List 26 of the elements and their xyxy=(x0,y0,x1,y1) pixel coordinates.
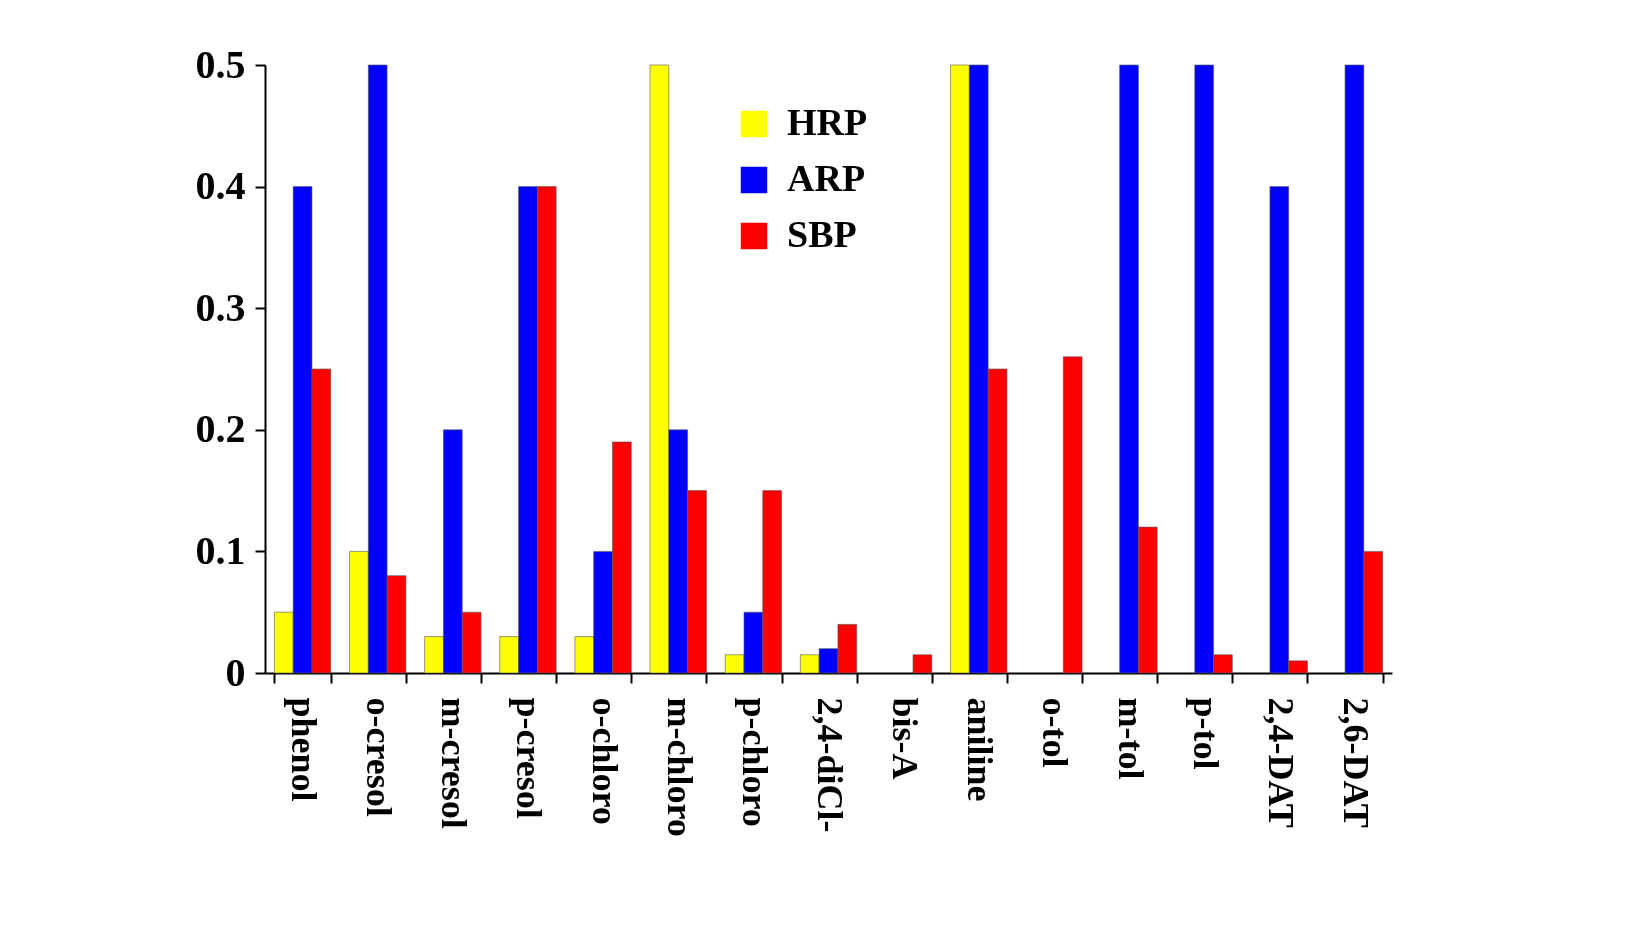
x-tick-label: o-tol xyxy=(1035,697,1076,768)
bar xyxy=(1062,356,1083,674)
x-tick-label: 2,6-DAT xyxy=(1335,697,1376,828)
x-tick-label: m-tol xyxy=(1110,697,1151,780)
x-tick-label: aniline xyxy=(960,697,1001,802)
bar xyxy=(912,654,933,674)
y-tick-label: 0.2 xyxy=(195,406,246,452)
x-tick-label: 2,4-DAT xyxy=(1260,697,1301,828)
y-tick-label: 0.3 xyxy=(195,284,246,330)
x-tick-label: p-chloro xyxy=(734,697,775,827)
x-tick-label: 2,4-diCl- xyxy=(810,697,850,833)
legend-label: ARP xyxy=(787,157,866,199)
legend-label: SBP xyxy=(787,213,857,255)
y-tick-label: 0.1 xyxy=(195,527,246,573)
y-tick-label: 0 xyxy=(225,649,246,695)
y-tick-label: 0.5 xyxy=(195,41,246,87)
x-tick-label: p-tol xyxy=(1185,697,1226,770)
x-tick-label: m-cresol xyxy=(434,697,475,829)
x-tick-label: p-cresol xyxy=(509,697,550,819)
x-tick-label: o-cresol xyxy=(359,697,400,817)
x-tick-label: o-chloro xyxy=(584,697,625,825)
y-tick-label: 0.4 xyxy=(195,163,246,209)
x-tick-label: m-chloro xyxy=(659,697,700,837)
x-tick-label: bis-A xyxy=(885,697,926,780)
x-tick-label: phenol xyxy=(284,697,325,802)
legend-label: HRP xyxy=(787,101,868,143)
